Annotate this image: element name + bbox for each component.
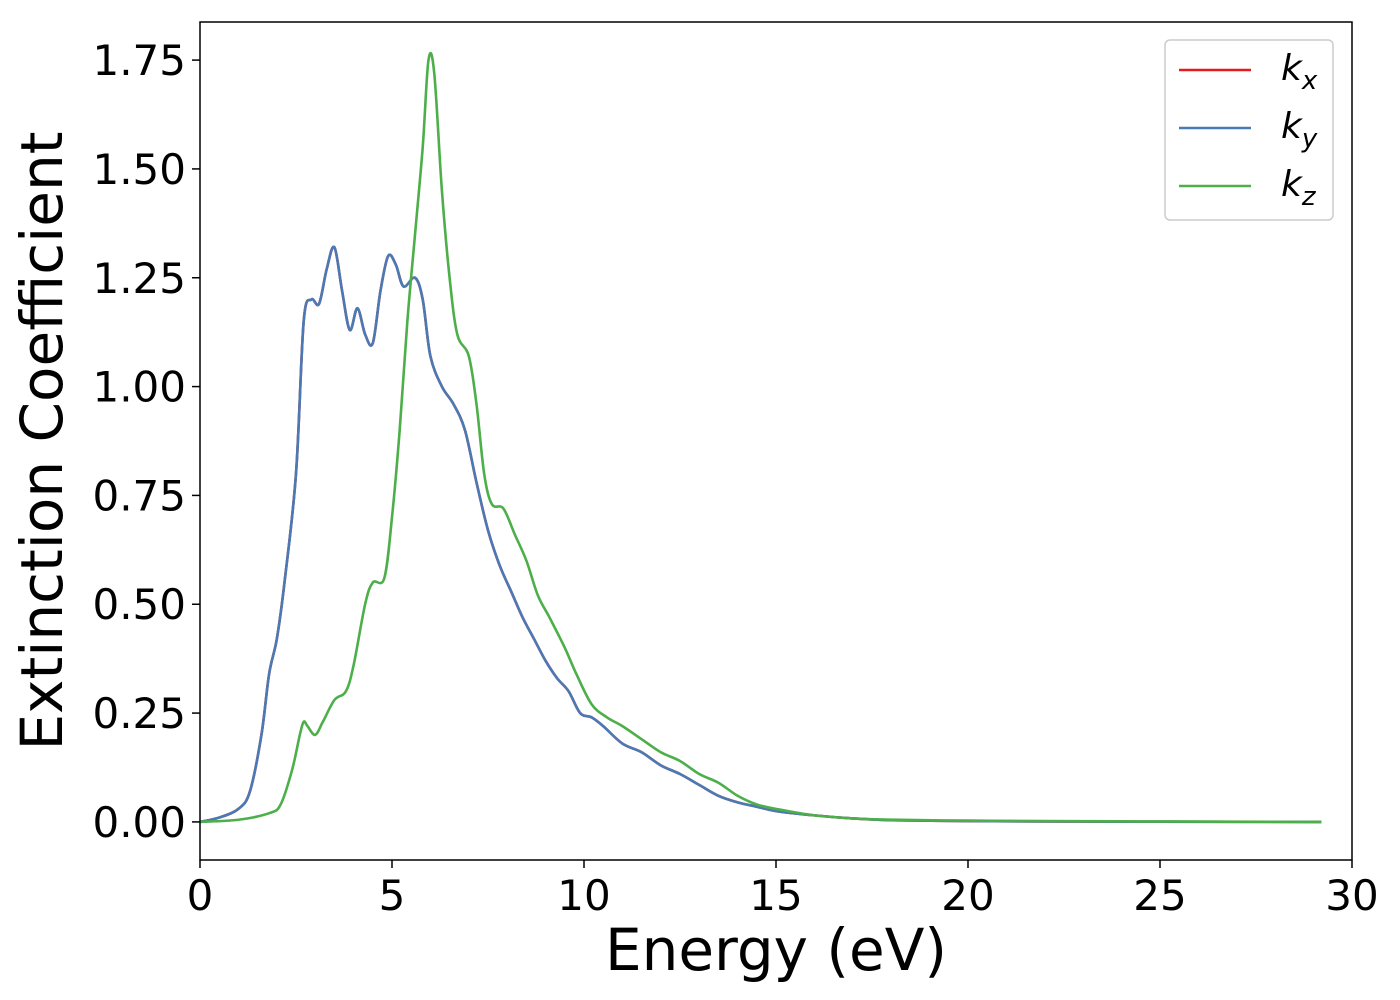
series-layer — [200, 51, 1322, 824]
x-tick-label: 15 — [749, 871, 802, 920]
legend-box — [1164, 39, 1334, 221]
y-tick-label: 0.75 — [92, 471, 186, 520]
series-line-kx — [200, 245, 1322, 824]
y-tick-label: 1.25 — [92, 254, 186, 303]
x-tick-label: 5 — [379, 871, 406, 920]
x-tick-label: 25 — [1133, 871, 1186, 920]
y-axis: 0.00 0.25 0.50 0.75 1.00 1.25 1.50 1.75 — [92, 36, 200, 847]
x-tick-label: 20 — [941, 871, 994, 920]
y-tick-label: 0.25 — [92, 689, 186, 738]
y-tick-label: 0.00 — [92, 798, 186, 847]
y-axis-title: Extinction Coefficient — [8, 132, 76, 751]
series-line-ky — [200, 245, 1322, 824]
legend-label-z: kz — [1281, 164, 1317, 212]
x-tick-label: 30 — [1325, 871, 1378, 920]
series-line-kz — [200, 51, 1322, 824]
y-tick-label: 1.50 — [92, 145, 186, 194]
y-tick-label: 1.00 — [92, 363, 186, 412]
y-tick-label: 1.75 — [92, 36, 186, 85]
x-axis: 0 5 10 15 20 25 30 — [187, 860, 1379, 920]
legend-label-y: ky — [1281, 106, 1318, 154]
legend-label-x: kx — [1281, 48, 1318, 96]
legend: kx ky kz — [1164, 39, 1334, 221]
y-tick-label: 0.50 — [92, 580, 186, 629]
x-axis-title: Energy (eV) — [605, 916, 947, 984]
x-tick-label: 10 — [557, 871, 610, 920]
x-tick-label: 0 — [187, 871, 214, 920]
